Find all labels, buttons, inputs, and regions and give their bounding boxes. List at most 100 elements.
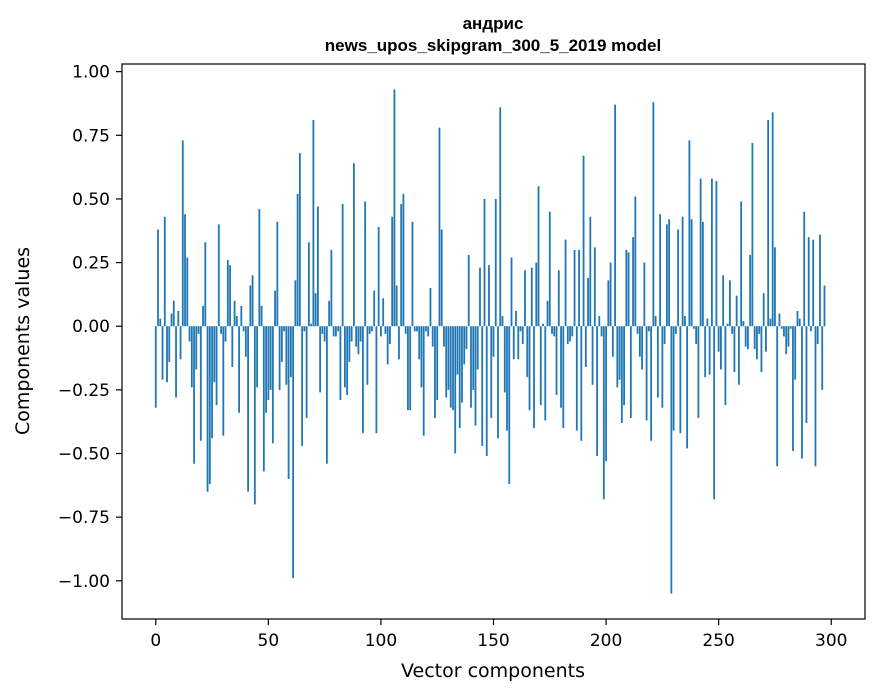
bar [395, 285, 398, 327]
bar [319, 326, 322, 393]
bar [262, 326, 265, 472]
y-tick-label: 1.00 [72, 63, 110, 83]
bar [515, 310, 517, 327]
bar [231, 326, 234, 367]
bar [438, 127, 441, 327]
bar [238, 326, 240, 413]
bar [605, 326, 607, 462]
x-tick-label: 100 [365, 631, 397, 651]
bar [695, 326, 698, 345]
bar [454, 326, 457, 454]
plot-frame [121, 63, 866, 620]
bar [683, 316, 686, 327]
bar [501, 316, 504, 327]
bar [325, 326, 328, 464]
x-tick-label: 300 [815, 631, 847, 651]
bar [575, 326, 578, 431]
bar [289, 326, 292, 378]
bar [204, 242, 207, 327]
bar [661, 326, 664, 408]
bar [569, 326, 571, 342]
bar [413, 326, 416, 332]
bar [798, 318, 801, 327]
bar [729, 280, 731, 327]
bar [316, 206, 319, 327]
bar [458, 326, 461, 429]
bar [733, 326, 736, 373]
bar [720, 326, 722, 370]
bar [292, 326, 295, 579]
bar [195, 326, 198, 370]
bar [172, 300, 175, 327]
bar [341, 204, 344, 327]
bar [744, 326, 747, 347]
bar [787, 326, 790, 347]
bar [533, 326, 535, 429]
bar [177, 310, 180, 327]
bar [769, 318, 772, 327]
bar [571, 326, 574, 337]
bar [488, 265, 490, 327]
bar [548, 211, 551, 327]
bar [375, 326, 378, 434]
y-tick-label: 0.25 [72, 254, 110, 274]
bar [244, 326, 247, 357]
bar [285, 326, 288, 385]
bar [767, 120, 770, 327]
bar [179, 326, 182, 360]
bar [310, 323, 313, 327]
bar [544, 326, 547, 421]
bar [483, 198, 486, 327]
bar [229, 265, 231, 327]
bar [366, 326, 369, 385]
bar [256, 326, 258, 388]
bar [792, 326, 794, 451]
bar [213, 326, 216, 383]
bar [303, 326, 306, 332]
bar [305, 326, 308, 418]
bar [578, 249, 580, 327]
bar [656, 326, 659, 398]
bar [328, 300, 331, 327]
bar [436, 326, 439, 401]
bar [377, 226, 380, 327]
bar [159, 318, 162, 327]
bar [445, 326, 448, 398]
bar [276, 221, 279, 327]
bar [440, 229, 443, 327]
bar [812, 239, 815, 327]
bar [344, 326, 346, 388]
bar [686, 326, 689, 449]
bar [163, 216, 166, 327]
bar [503, 326, 506, 393]
bar [665, 224, 668, 327]
bar [526, 326, 529, 378]
bar [267, 326, 270, 401]
bar [233, 300, 236, 327]
bar [713, 326, 716, 500]
bar [641, 326, 643, 370]
bar [636, 326, 639, 334]
bar [217, 224, 220, 327]
bar [801, 326, 803, 459]
bar [717, 326, 720, 352]
bar [461, 326, 463, 403]
bar [546, 300, 549, 327]
bar [645, 326, 648, 421]
bar [506, 326, 508, 431]
bar [794, 326, 797, 380]
bar [573, 249, 576, 327]
bar [758, 326, 761, 334]
bar [364, 201, 367, 327]
bar [654, 316, 657, 327]
bar [283, 326, 286, 332]
bar [582, 155, 585, 327]
x-axis-ticks: 0 50 100 150 200 250 300 [150, 619, 847, 651]
bar [199, 326, 202, 441]
bar [542, 323, 544, 327]
bar [334, 326, 337, 337]
bar [596, 326, 598, 457]
bar [681, 216, 684, 327]
bar [260, 305, 263, 327]
bar [226, 260, 229, 327]
